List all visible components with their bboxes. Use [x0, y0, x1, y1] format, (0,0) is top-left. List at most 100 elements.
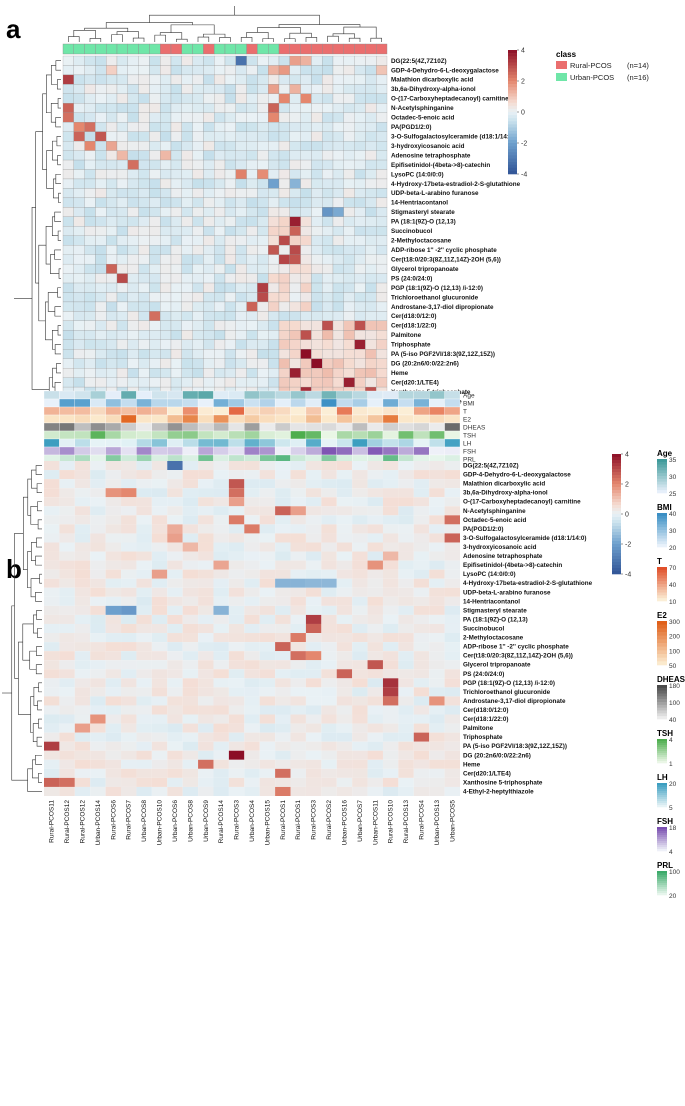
legend-swatch: [556, 61, 567, 69]
heatmap-cell: [413, 687, 430, 697]
heatmap-cell: [235, 188, 247, 199]
heatmap-cell: [268, 207, 280, 217]
heatmap-cell: [367, 759, 383, 769]
annotation-legend-segment: [657, 831, 667, 834]
annotation-cell: [444, 438, 461, 448]
heatmap-cell: [127, 330, 139, 340]
annotation-legend-tick: 100: [669, 700, 680, 707]
annotation-cell: [74, 446, 91, 456]
heatmap-cell: [198, 714, 214, 724]
colorbar-segment: [612, 511, 621, 515]
heatmap-cell: [343, 93, 355, 104]
heatmap-cell: [127, 292, 139, 303]
heatmap-cell: [160, 311, 172, 321]
heatmap-cell: [74, 560, 91, 570]
annotation-legend-title: T: [657, 557, 662, 566]
heatmap-cell: [170, 178, 182, 189]
heatmap-cell: [244, 723, 260, 733]
heatmap-cell: [213, 750, 229, 760]
heatmap-cell: [182, 732, 199, 742]
heatmap-cell: [224, 368, 236, 378]
colorbar-segment: [612, 466, 621, 470]
heatmap-cell: [149, 188, 161, 199]
heatmap-cell: [73, 197, 85, 208]
heatmap-cell: [167, 578, 183, 588]
heatmap-cell: [352, 660, 368, 670]
heatmap-cell: [127, 112, 139, 123]
heatmap-cell: [198, 479, 214, 489]
dendrogram-branch: [45, 301, 53, 341]
annotation-cell: [290, 430, 307, 440]
heatmap-cell: [181, 358, 193, 369]
heatmap-cell: [278, 55, 290, 66]
colorbar-segment: [508, 53, 517, 57]
heatmap-cell: [84, 311, 96, 321]
heatmap-cell: [224, 235, 236, 246]
heatmap-cell: [343, 112, 355, 123]
heatmap-cell: [289, 84, 301, 94]
annotation-cell: [413, 438, 430, 448]
heatmap-cell: [305, 470, 322, 480]
colorbar-segment: [612, 541, 621, 545]
heatmap-cell: [257, 311, 269, 321]
heatmap-cell: [290, 533, 306, 543]
heatmap-cell: [228, 614, 245, 624]
row-label: DG(22:5(4Z,7Z10Z): [391, 58, 447, 65]
heatmap-cell: [259, 542, 276, 552]
heatmap-cell: [84, 122, 96, 132]
heatmap-cell: [84, 207, 96, 217]
dendrogram-branch: [54, 382, 61, 393]
annotation-legend-tick: 20: [669, 781, 677, 788]
heatmap-cell: [106, 282, 118, 293]
heatmap-cell: [336, 470, 353, 480]
heatmap-cell: [352, 669, 368, 679]
colorbar-segment: [508, 93, 517, 97]
heatmap-cell: [336, 687, 353, 697]
heatmap-cell: [170, 263, 182, 274]
colorbar-segment: [612, 520, 621, 524]
heatmap-cell: [136, 560, 152, 570]
heatmap-cell: [354, 141, 366, 151]
heatmap-cell: [203, 339, 215, 350]
heatmap-cell: [311, 311, 323, 321]
heatmap-cell: [167, 542, 183, 552]
row-label: Trichloroethanol glucuronide: [391, 294, 479, 301]
heatmap-cell: [382, 551, 399, 561]
row-label: DG (20:2n6/0:0/22:2n6): [463, 752, 531, 759]
heatmap-cell: [290, 488, 306, 498]
colorbar-tick-label: 0: [521, 110, 525, 117]
heatmap-cell: [305, 506, 322, 516]
heatmap-cell: [181, 74, 193, 85]
heatmap-cell: [121, 542, 137, 552]
annotation-cell: [290, 438, 307, 448]
heatmap-cell: [182, 479, 199, 489]
heatmap-cell: [105, 470, 122, 480]
heatmap-cell: [367, 578, 383, 588]
heatmap-cell: [149, 169, 161, 180]
heatmap-cell: [136, 687, 152, 697]
heatmap-cell: [382, 578, 399, 588]
heatmap-cell: [321, 750, 337, 760]
annotation-cell: [228, 422, 245, 432]
heatmap-cell: [105, 488, 122, 498]
dendrogram-branch: [54, 249, 61, 260]
annotation-legend-segment: [657, 751, 667, 754]
heatmap-cell: [136, 750, 152, 760]
heatmap-cell: [332, 55, 344, 66]
heatmap-cell: [354, 368, 366, 378]
heatmap-cell: [365, 320, 377, 331]
heatmap-cell: [160, 122, 172, 132]
heatmap-cell: [213, 551, 229, 561]
heatmap-cell: [59, 605, 75, 615]
colorbar-tick-label: 4: [625, 452, 629, 459]
heatmap-cell: [268, 178, 280, 189]
heatmap-cell: [300, 65, 312, 76]
heatmap-cell: [398, 470, 414, 480]
annotation-legend-segment: [657, 847, 667, 850]
heatmap-cell: [321, 515, 337, 525]
heatmap-cell: [90, 515, 106, 525]
class-annotation-cell: [278, 43, 291, 55]
colorbar-segment: [612, 481, 621, 485]
heatmap-cell: [160, 74, 172, 85]
heatmap-cell: [106, 112, 118, 123]
